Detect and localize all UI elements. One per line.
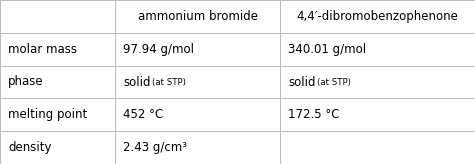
Text: 172.5 °C: 172.5 °C (288, 108, 340, 121)
Text: 2.43 g/cm³: 2.43 g/cm³ (123, 141, 187, 154)
Text: solid: solid (288, 75, 315, 89)
Text: (at STP): (at STP) (317, 78, 351, 86)
Text: melting point: melting point (8, 108, 87, 121)
Text: 452 °C: 452 °C (123, 108, 163, 121)
Text: 340.01 g/mol: 340.01 g/mol (288, 43, 366, 56)
Text: ammonium bromide: ammonium bromide (137, 10, 257, 23)
Text: solid: solid (123, 75, 151, 89)
Text: 97.94 g/mol: 97.94 g/mol (123, 43, 194, 56)
Text: molar mass: molar mass (8, 43, 77, 56)
Text: phase: phase (8, 75, 44, 89)
Text: 4,4′-dibromobenzophenone: 4,4′-dibromobenzophenone (296, 10, 458, 23)
Text: (at STP): (at STP) (152, 78, 186, 86)
Text: density: density (8, 141, 51, 154)
